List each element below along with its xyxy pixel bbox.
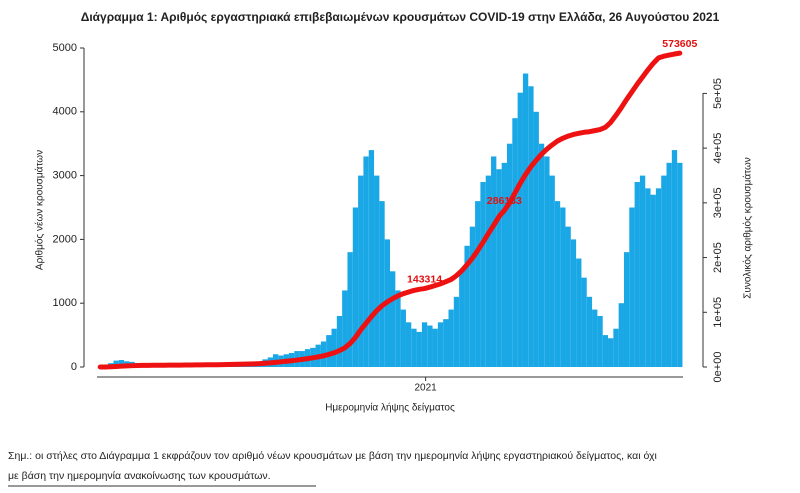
- note-line: με βάση την ημερομηνία ανακοίνωσης των κ…: [8, 470, 271, 482]
- y-tick-label: 5000: [53, 42, 77, 54]
- y-tick-label: 3000: [53, 170, 77, 182]
- bar: [358, 175, 364, 367]
- chart-title: Διάγραμμα 1: Αριθμός εργαστηριακά επιβεβ…: [81, 10, 720, 24]
- bar: [544, 156, 550, 367]
- bar: [549, 175, 555, 367]
- bar: [464, 245, 470, 367]
- bar: [480, 181, 486, 367]
- bar: [618, 303, 624, 367]
- bar: [597, 315, 603, 367]
- bar: [506, 143, 513, 367]
- bar: [560, 207, 566, 367]
- annotation: 286133: [487, 195, 522, 207]
- y2-tick-label: 4e+05: [712, 133, 724, 164]
- y-tick-label: 2000: [53, 233, 77, 245]
- bar: [666, 162, 672, 367]
- y2-axis-label: Συνολικός αριθμός κρουσμάτων: [742, 157, 754, 299]
- bar: [390, 271, 396, 367]
- bar: [363, 156, 369, 367]
- bar: [608, 338, 614, 367]
- y-tick-label: 0: [71, 361, 77, 373]
- bar: [342, 290, 348, 367]
- bar: [485, 175, 492, 367]
- bar: [395, 290, 401, 367]
- y2-tick-label: 3e+05: [712, 187, 724, 218]
- bar: [629, 207, 635, 367]
- y-axis-label: Αριθμός νέων κρουσμάτων: [34, 150, 46, 270]
- bar: [671, 150, 678, 367]
- bar: [469, 226, 476, 367]
- bar: [677, 162, 683, 367]
- bar: [448, 309, 454, 367]
- bar: [634, 181, 640, 367]
- bar: [512, 118, 518, 368]
- bar: [570, 239, 577, 367]
- annotation: 573605: [662, 38, 697, 50]
- x-tick-label: 2021: [415, 383, 438, 394]
- bar: [405, 322, 412, 367]
- bar: [655, 188, 662, 367]
- bar: [565, 226, 571, 367]
- bar: [576, 258, 582, 367]
- bar: [368, 150, 375, 367]
- bar: [347, 252, 353, 367]
- bar: [522, 73, 529, 368]
- bar: [645, 188, 651, 367]
- bar: [400, 309, 406, 367]
- bar: [443, 319, 449, 367]
- bar: [517, 92, 523, 367]
- bar: [421, 322, 428, 367]
- bar: [331, 328, 337, 367]
- cumulative-line: [97, 50, 683, 370]
- bar: [623, 252, 630, 367]
- bar: [650, 194, 656, 367]
- bar: [496, 169, 502, 367]
- x-axis-label: Ημερομηνία λήψης δείγματος: [325, 402, 455, 414]
- y-tick-label: 4000: [53, 106, 77, 118]
- bar: [538, 143, 545, 367]
- note-line: Σημ.: οι στήλες στο Διάγραμμα 1 εκφράζου…: [8, 450, 658, 462]
- bar: [554, 201, 561, 367]
- bar: [501, 162, 507, 367]
- bar: [416, 331, 422, 367]
- bar: [602, 335, 609, 367]
- bar: [374, 175, 380, 367]
- bar: [475, 201, 481, 367]
- annotation: 143314: [407, 273, 442, 285]
- y-tick-label: 1000: [53, 297, 77, 309]
- bar: [639, 175, 646, 367]
- y2-tick-label: 2e+05: [712, 242, 724, 273]
- bar: [581, 277, 587, 367]
- bar: [336, 315, 343, 367]
- bar: [411, 328, 417, 367]
- bar: [459, 271, 465, 367]
- bar: [427, 325, 433, 367]
- y2-tick-label: 1e+05: [712, 297, 724, 328]
- bar: [528, 86, 534, 367]
- bar: [613, 328, 619, 367]
- y2-tick-label: 5e+05: [712, 78, 724, 109]
- bar: [453, 296, 460, 367]
- bar: [352, 207, 359, 367]
- bar: [118, 359, 125, 367]
- bar: [113, 360, 119, 367]
- y2-tick-label: 0e+00: [712, 352, 724, 383]
- bar: [491, 156, 497, 367]
- bar: [326, 335, 332, 367]
- bar: [533, 111, 539, 367]
- bar: [379, 201, 385, 367]
- bar: [592, 309, 598, 367]
- bar: [586, 296, 593, 367]
- bar: [437, 322, 444, 367]
- bar: [661, 175, 667, 367]
- bar: [432, 328, 438, 367]
